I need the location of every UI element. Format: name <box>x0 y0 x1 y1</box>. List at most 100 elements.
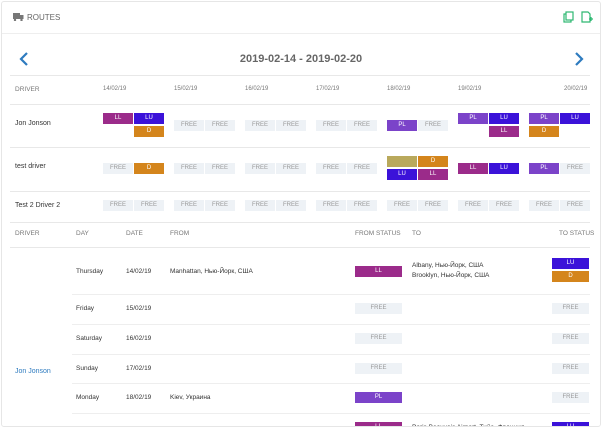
table-row-divider <box>72 324 590 325</box>
to-status-badge[interactable]: LU <box>552 422 589 426</box>
status-badge-free[interactable]: FREE <box>205 163 235 174</box>
calendar-driver-header: DRIVER <box>15 86 40 93</box>
status-badge-free[interactable]: FREE <box>316 200 346 211</box>
status-badge-d[interactable]: D <box>418 156 448 167</box>
status-badge-free[interactable]: FREE <box>174 120 204 131</box>
table-row-divider <box>72 354 590 355</box>
table-date: 17/02/19 <box>126 364 152 372</box>
table-header-day: DAY <box>76 230 89 237</box>
add-document-icon[interactable] <box>581 11 593 23</box>
from-status-badge[interactable]: FREE <box>355 333 402 344</box>
status-badge-free[interactable]: FREE <box>174 163 204 174</box>
status-badge-free[interactable]: FREE <box>276 200 306 211</box>
row-divider <box>10 147 590 148</box>
from-status-badge[interactable]: LL <box>355 266 402 277</box>
calendar-driver-name[interactable]: test driver <box>15 163 46 170</box>
status-badge-ol[interactable]: OL <box>387 156 417 167</box>
status-badge-d[interactable]: D <box>134 163 164 174</box>
table-driver-link[interactable]: Jon Jonson <box>15 368 51 375</box>
truck-icon <box>13 13 24 21</box>
table-day: Monday <box>76 394 100 401</box>
to-status-badge[interactable]: FREE <box>552 362 589 374</box>
status-badge-free[interactable]: FREE <box>103 200 133 211</box>
status-badge-pl[interactable]: PL <box>529 113 559 124</box>
status-badge-free[interactable]: FREE <box>316 120 346 131</box>
status-badge-free[interactable]: FREE <box>560 163 590 174</box>
table-from: Manhattan, Нью-Йорк, США <box>170 268 253 275</box>
calendar-date-5: 19/02/19 <box>458 86 482 92</box>
next-week-arrow-icon[interactable] <box>573 52 585 66</box>
status-badge-lu[interactable]: LU <box>560 113 590 124</box>
status-badge-d[interactable]: D <box>134 126 164 137</box>
table-row-divider <box>72 413 590 414</box>
status-badge-free[interactable]: FREE <box>347 120 377 131</box>
status-badge-free[interactable]: FREE <box>134 200 164 211</box>
status-badge-free[interactable]: FREE <box>458 200 488 211</box>
status-badge-lu[interactable]: LU <box>489 163 519 174</box>
status-badge-free[interactable]: FREE <box>489 200 519 211</box>
status-badge-pl[interactable]: PL <box>387 120 417 131</box>
status-badge-free[interactable]: FREE <box>529 200 559 211</box>
table-date: 16/02/19 <box>126 335 152 342</box>
table-header-to-status: TO STATUS <box>559 230 595 237</box>
status-badge-free[interactable]: FREE <box>347 163 377 174</box>
status-badge-free[interactable]: FREE <box>276 120 306 131</box>
table-day: Thursday <box>76 268 104 275</box>
to-status-badge[interactable]: FREE <box>552 333 589 344</box>
status-badge-lu[interactable]: LU <box>134 113 164 124</box>
table-header-from-status: FROM STATUS <box>355 230 401 237</box>
table-to: Brooklyn, Нью-Йорк, США <box>412 272 490 279</box>
from-status-badge[interactable]: PL <box>355 392 402 403</box>
status-badge-lu[interactable]: LU <box>387 169 417 180</box>
calendar-date-4: 18/02/19 <box>387 86 411 92</box>
status-badge-free[interactable]: FREE <box>387 200 417 211</box>
from-status-badge[interactable]: FREE <box>355 362 402 374</box>
to-status-badge[interactable]: FREE <box>552 303 589 314</box>
status-badge-free[interactable]: FREE <box>276 163 306 174</box>
prev-week-arrow-icon[interactable] <box>18 52 30 66</box>
status-badge-free[interactable]: FREE <box>103 163 133 174</box>
status-badge-free[interactable]: FREE <box>316 163 346 174</box>
table-day: Saturday <box>76 335 103 342</box>
table-header-to: TO <box>412 230 421 237</box>
status-badge-ll[interactable]: LL <box>103 113 133 124</box>
date-range-title: 2019-02-14 - 2019-02-20 <box>239 53 363 65</box>
table-row-divider <box>72 294 590 295</box>
status-badge-free[interactable]: FREE <box>205 120 235 131</box>
status-badge-ll[interactable]: LL <box>458 163 488 174</box>
row-divider <box>10 104 590 105</box>
calendar-driver-name[interactable]: Jon Jonson <box>15 120 51 127</box>
to-status-badge[interactable]: FREE <box>552 392 589 403</box>
status-badge-free[interactable]: FREE <box>347 200 377 211</box>
status-badge-free[interactable]: FREE <box>560 200 590 211</box>
table-from: Kiev, Украина <box>170 394 211 401</box>
from-status-badge[interactable]: FREE <box>355 303 402 314</box>
status-badge-ll[interactable]: LL <box>418 169 448 180</box>
table-date: 18/02/19 <box>126 394 152 401</box>
calendar-date-3: 17/02/19 <box>316 86 340 92</box>
status-badge-d[interactable]: D <box>529 126 559 137</box>
table-header-date: DATE <box>126 230 143 237</box>
status-badge-free[interactable]: FREE <box>245 200 275 211</box>
status-badge-free[interactable]: FREE <box>174 200 204 211</box>
to-status-badge[interactable]: LU <box>552 258 589 269</box>
status-badge-ll[interactable]: LL <box>489 126 519 137</box>
status-badge-free[interactable]: FREE <box>418 200 448 211</box>
table-day: Friday <box>76 305 95 312</box>
table-day: Sunday <box>76 364 99 372</box>
calendar-driver-name[interactable]: Test 2 Driver 2 <box>15 202 61 209</box>
status-badge-lu[interactable]: LU <box>489 113 519 124</box>
status-badge-free[interactable]: FREE <box>418 120 448 131</box>
status-badge-free[interactable]: FREE <box>205 200 235 211</box>
table-row-divider <box>72 383 590 384</box>
status-badge-free[interactable]: FREE <box>245 120 275 131</box>
status-badge-pl[interactable]: PL <box>529 163 559 174</box>
from-status-badge[interactable]: LL <box>355 422 402 426</box>
status-badge-free[interactable]: FREE <box>245 163 275 174</box>
table-date: 14/02/19 <box>126 268 152 275</box>
to-status-badge[interactable]: D <box>552 271 589 282</box>
copy-icon[interactable] <box>563 11 574 23</box>
status-badge-pl[interactable]: PL <box>458 113 488 124</box>
table-to: Albany, Нью-Йорк, США <box>412 262 484 269</box>
